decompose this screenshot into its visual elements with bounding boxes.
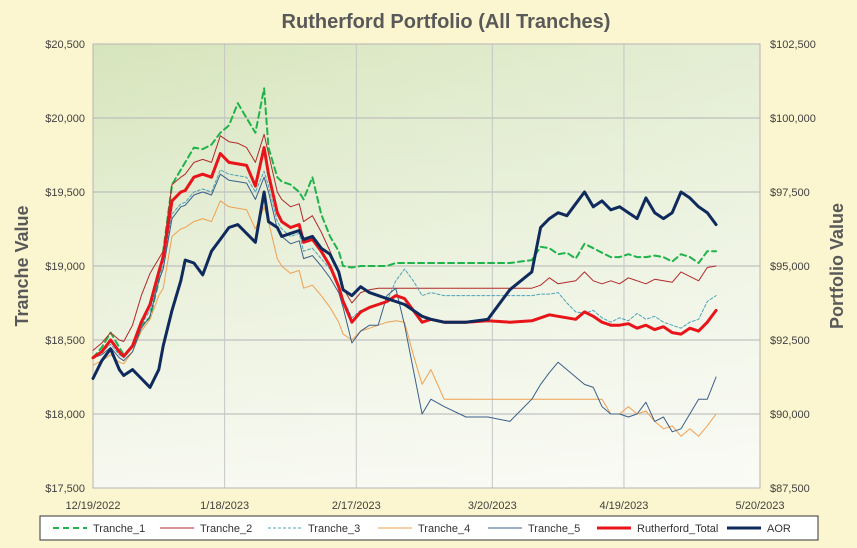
right-tick-label: $100,000 xyxy=(770,113,816,125)
left-tick-label: $18,500 xyxy=(45,335,85,347)
x-tick-label: 4/19/2023 xyxy=(599,500,648,512)
tick-labels: $17,500 $18,000 $18,500 $19,000 $19,500 $20,0… xyxy=(45,39,816,512)
legend: Tranche_1 Tranche_2 Tranche_3 Tranche_4 Tran… xyxy=(53,523,791,535)
plot-border xyxy=(92,43,761,489)
series-line-rutherford-total xyxy=(91,146,718,360)
chart-title: Rutherford Portfolio (All Tranches) xyxy=(282,11,611,33)
x-tick-label: 1/18/2023 xyxy=(200,500,249,512)
legend-label: Tranche_3 xyxy=(308,523,360,535)
left-tick-label: $19,000 xyxy=(45,261,85,273)
series-line-tranche-2 xyxy=(92,133,717,351)
legend-label: Tranche_2 xyxy=(200,523,252,535)
series-lines xyxy=(91,87,718,437)
right-tick-label: $87,500 xyxy=(770,483,810,495)
x-tick-label: 3/20/2023 xyxy=(468,500,517,512)
x-tick-label: 12/19/2022 xyxy=(65,500,120,512)
legend-label: Rutherford_Total xyxy=(637,523,718,535)
legend-label: Tranche_4 xyxy=(418,523,470,535)
series-line-tranche-5 xyxy=(92,173,717,433)
x-tick-label: 2/17/2023 xyxy=(332,500,381,512)
legend-label: AOR xyxy=(767,523,791,535)
left-tick-label: $18,000 xyxy=(45,409,85,421)
left-axis-title: Tranche Value xyxy=(12,205,32,326)
left-tick-label: $17,500 xyxy=(45,483,85,495)
right-tick-label: $97,500 xyxy=(770,187,810,199)
right-axis-title: Portfolio Value xyxy=(827,203,847,329)
right-tick-label: $92,500 xyxy=(770,335,810,347)
legend-label: Tranche_5 xyxy=(528,523,580,535)
right-tick-label: $95,000 xyxy=(770,261,810,273)
x-tick-label: 5/20/2023 xyxy=(736,500,785,512)
left-tick-label: $20,500 xyxy=(45,39,85,51)
left-tick-label: $20,000 xyxy=(45,113,85,125)
series-line-aor xyxy=(91,190,718,389)
left-tick-label: $19,500 xyxy=(45,187,85,199)
legend-label: Tranche_1 xyxy=(93,523,145,535)
right-tick-label: $102,500 xyxy=(770,39,816,51)
series-line-tranche-1 xyxy=(92,87,718,359)
right-tick-label: $90,000 xyxy=(770,409,810,421)
